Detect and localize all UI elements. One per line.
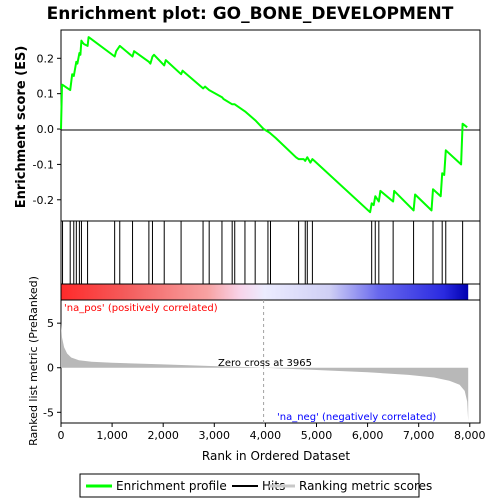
x-tick-label: 5,000 — [301, 429, 333, 442]
hits-marks — [62, 221, 464, 284]
ranking-panel-frame — [60, 299, 481, 424]
legend-label-ranking-metric: Ranking metric scores — [299, 479, 432, 493]
x-tick-label: 7,000 — [403, 429, 435, 442]
enrichment-profile-line — [60, 36, 468, 214]
ranking-y-tick-label: 5 — [47, 317, 54, 330]
rank-color-bar — [61, 284, 469, 300]
ranking-metric-area — [61, 323, 469, 422]
es-y-tick-label: -0.1 — [33, 158, 54, 171]
es-y-axis: -0.2 -0.1 0.0 0.1 0.2 — [33, 52, 61, 207]
x-tick-label: 8,000 — [454, 429, 486, 442]
zero-cross-label: Zero cross at 3965 — [218, 358, 312, 369]
es-y-tick-label: 0.0 — [37, 123, 55, 136]
es-y-tick-label: -0.2 — [33, 194, 54, 207]
es-y-tick-label: 0.1 — [37, 88, 55, 101]
x-tick-label: 0 — [58, 429, 65, 442]
x-tick-label: 1,000 — [96, 429, 128, 442]
chart-title: Enrichment plot: GO_BONE_DEVELOPMENT — [47, 4, 454, 24]
x-tick-label: 6,000 — [352, 429, 384, 442]
x-axis: 0 1,000 2,000 3,000 4,000 5,000 6,000 7,000 8,00… — [58, 423, 486, 442]
pos-correlated-label: 'na_pos' (positively correlated) — [64, 303, 218, 314]
x-tick-label: 3,000 — [199, 429, 231, 442]
ranking-y-tick-label: 0 — [47, 362, 54, 375]
ranking-y-axis: -5 0 5 — [43, 317, 61, 419]
neg-correlated-label: 'na_neg' (negatively correlated) — [277, 412, 436, 423]
es-y-tick-label: 0.2 — [37, 52, 55, 65]
ranking-y-tick-label: -5 — [43, 406, 54, 419]
ranking-y-axis-title: Ranked list metric (PreRanked) — [27, 276, 40, 446]
es-panel-frame — [60, 29, 481, 222]
es-y-axis-title: Enrichment score (ES) — [14, 46, 29, 209]
legend-label-enrichment-profile: Enrichment profile — [116, 479, 227, 493]
x-tick-label: 4,000 — [250, 429, 282, 442]
x-axis-title: Rank in Ordered Dataset — [202, 449, 350, 463]
x-tick-label: 2,000 — [147, 429, 179, 442]
